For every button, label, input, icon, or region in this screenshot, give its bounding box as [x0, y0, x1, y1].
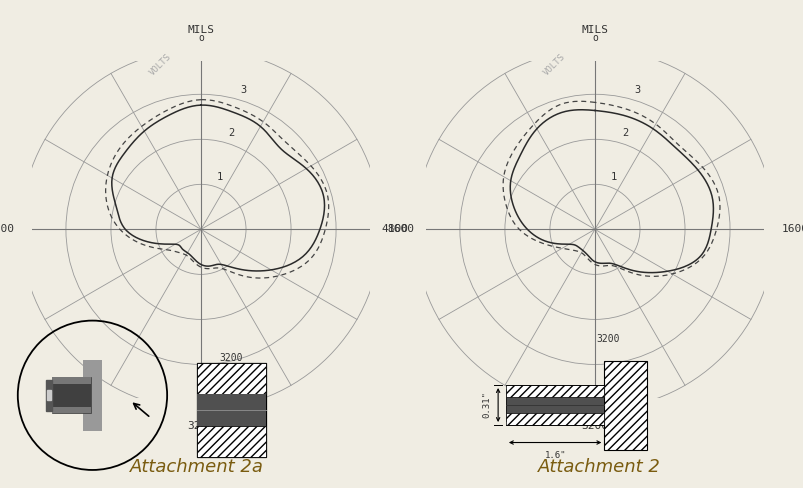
Text: VOLTS: VOLTS [148, 52, 173, 77]
Text: 0.31": 0.31" [483, 391, 491, 419]
Bar [52, 377, 91, 413]
Bar [197, 363, 265, 394]
Bar [52, 377, 91, 384]
Text: 1: 1 [217, 172, 222, 182]
Bar [197, 363, 265, 457]
Bar [505, 388, 604, 422]
Bar [197, 426, 265, 457]
Text: 2: 2 [228, 128, 234, 138]
Text: 1.6": 1.6" [544, 451, 565, 460]
Text: MILS: MILS [581, 25, 608, 35]
Text: 3200: 3200 [219, 353, 243, 363]
Bar [505, 413, 604, 425]
Text: 3200: 3200 [187, 421, 214, 431]
Bar [47, 390, 51, 401]
Text: 1600: 1600 [781, 224, 803, 234]
Text: 3: 3 [240, 85, 246, 95]
Text: 4800: 4800 [0, 224, 14, 234]
Text: Attachment 2: Attachment 2 [537, 458, 659, 476]
Bar [52, 407, 91, 413]
Text: o: o [198, 33, 204, 43]
Text: 2: 2 [622, 128, 628, 138]
Text: 3200: 3200 [596, 334, 619, 344]
Bar [84, 360, 101, 431]
Bar [46, 380, 52, 411]
Text: 1: 1 [610, 172, 616, 182]
Text: VOLTS: VOLTS [541, 52, 566, 77]
Text: 3200: 3200 [581, 421, 608, 431]
Text: Attachment 2a: Attachment 2a [130, 458, 263, 476]
Text: o: o [591, 33, 597, 43]
Text: MILS: MILS [187, 25, 214, 35]
Bar [197, 394, 265, 426]
Bar [604, 361, 646, 449]
Bar [505, 385, 604, 397]
Text: 3: 3 [634, 85, 639, 95]
Text: 4800: 4800 [381, 224, 408, 234]
Text: 1600: 1600 [387, 224, 414, 234]
